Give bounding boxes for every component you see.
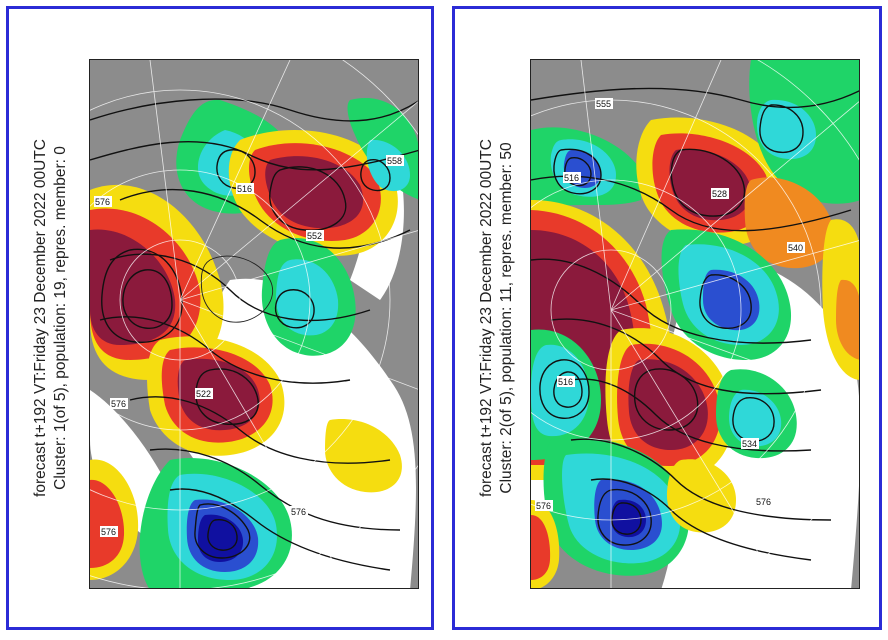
panel-1-caption: forecast t+192 VT:Friday 23 December 202…: [21, 9, 81, 627]
contour-label: 534: [742, 439, 757, 449]
contour-label: 576: [756, 497, 771, 507]
contour-label: 552: [307, 231, 322, 241]
panel-2-caption: forecast t+192 VT:Friday 23 December 202…: [467, 9, 527, 627]
contour-label: 558: [387, 156, 402, 166]
contour-label: 576: [536, 501, 551, 511]
contour-label: 522: [196, 389, 211, 399]
contour-label: 540: [788, 243, 803, 253]
contour-label: 576: [101, 527, 116, 537]
contour-label: 528: [712, 189, 727, 199]
panel-2-cluster-line: Cluster: 2(of 5), population: 11, repres…: [498, 142, 515, 494]
contour-label: 576: [111, 399, 126, 409]
contour-label: 516: [237, 184, 252, 194]
contour-label: 576: [291, 507, 306, 517]
panel-1-map: 576 516 552 558 576 522 576 576: [89, 59, 419, 589]
contour-label: 555: [596, 99, 611, 109]
contour-label: 576: [95, 197, 110, 207]
panel-1-cluster-line: Cluster: 1(of 5), population: 19, repres…: [52, 146, 69, 490]
panel-2-map: 555 516 528 516 576 534 576 540: [530, 59, 860, 589]
cluster-panel-2: forecast t+192 VT:Friday 23 December 202…: [452, 6, 882, 630]
panel-2-forecast-line: forecast t+192 VT:Friday 23 December 202…: [478, 139, 495, 497]
contour-label: 516: [558, 377, 573, 387]
contour-label: 516: [564, 173, 579, 183]
cluster-panel-1: forecast t+192 VT:Friday 23 December 202…: [6, 6, 434, 630]
panel-1-forecast-line: forecast t+192 VT:Friday 23 December 202…: [32, 139, 49, 497]
